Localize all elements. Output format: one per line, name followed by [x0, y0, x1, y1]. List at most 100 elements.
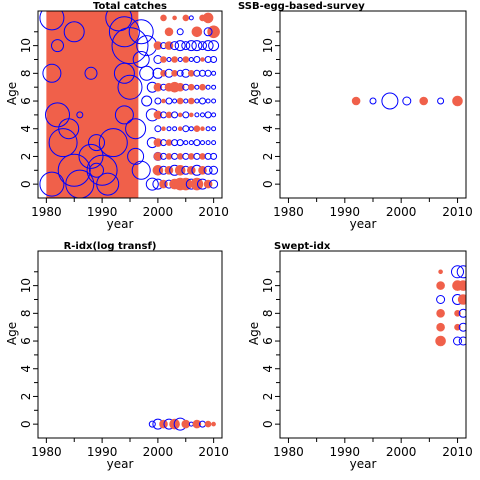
total-catches-title: Total catches: [93, 1, 167, 12]
ssb-survey-y-axis: 0 2 4 6 8 10: [261, 31, 280, 188]
negative-residual-bubble: [171, 56, 178, 63]
positive-residual-bubble: [39, 11, 65, 31]
positive-residual-bubble: [211, 140, 217, 146]
positive-residual-bubble: [209, 179, 219, 189]
positive-residual-bubble: [458, 308, 466, 318]
y-tick-label: 10: [261, 38, 275, 53]
negative-residual-bubble: [190, 177, 204, 191]
swept-idx-bubbles: [435, 265, 466, 347]
positive-residual-bubble: [202, 40, 214, 52]
negative-residual-bubble: [191, 26, 203, 38]
y-tick-label: 0: [19, 180, 33, 188]
positive-residual-bubble: [210, 152, 218, 160]
positive-residual-bubble: [191, 40, 203, 52]
positive-residual-bubble: [176, 28, 184, 36]
positive-residual-bubble: [165, 97, 173, 105]
positive-residual-bubble: [98, 128, 128, 158]
positive-residual-bubble: [113, 62, 135, 84]
positive-residual-bubble: [453, 336, 462, 346]
ssb-survey-bubbles: [351, 92, 463, 110]
negative-residual-bubble: [199, 83, 206, 91]
positive-residual-bubble: [199, 97, 206, 105]
total-catches-y-label: Age: [5, 82, 19, 105]
positive-residual-bubble: [141, 95, 153, 107]
positive-residual-bubble: [205, 84, 211, 90]
x-tick-label: 1980: [273, 445, 304, 459]
positive-residual-bubble: [193, 139, 201, 147]
total-catches-y-axis: 0 2 4 6 8 10: [19, 31, 38, 188]
y-tick-label: 2: [19, 393, 33, 401]
positive-residual-bubble: [51, 39, 64, 53]
positive-residual-bubble: [108, 16, 140, 48]
positive-residual-bubble: [170, 41, 180, 51]
swept-idx-x-axis: 1980 1990 2000 2010: [273, 438, 473, 459]
x-tick-label: 1990: [87, 445, 118, 459]
x-tick-label: 2010: [442, 205, 473, 219]
positive-residual-bubble: [57, 153, 91, 187]
negative-residual-bubble: [172, 15, 177, 21]
negative-residual-bubble: [177, 112, 183, 118]
negative-residual-bubble: [351, 96, 361, 106]
positive-residual-bubble: [42, 63, 62, 83]
positive-residual-bubble: [183, 140, 189, 146]
y-tick-label: 2: [261, 393, 275, 401]
positive-residual-bubble: [211, 98, 217, 104]
swept-idx-x-label: year: [350, 457, 377, 471]
y-tick-label: 10: [261, 278, 275, 293]
ssb-survey-y-label: Age: [247, 82, 261, 105]
x-tick-label: 2010: [198, 205, 229, 219]
negative-residual-bubble: [435, 335, 446, 347]
positive-residual-bubble: [145, 177, 159, 191]
y-tick-label: 6: [19, 337, 33, 345]
swept-idx-y-label: Age: [247, 322, 261, 345]
positive-residual-bubble: [125, 118, 147, 140]
negative-residual-bubble: [182, 14, 190, 22]
positive-residual-bubble: [39, 171, 65, 197]
positive-residual-bubble: [166, 126, 172, 132]
y-tick-label: 4: [19, 365, 33, 373]
negative-residual-bubble: [436, 308, 445, 318]
positive-residual-bubble: [369, 97, 377, 105]
negative-residual-bubble: [153, 110, 163, 120]
positive-residual-bubble: [200, 140, 205, 146]
y-tick-label: 6: [261, 97, 275, 105]
positive-residual-bubble: [128, 19, 154, 45]
x-tick-label: 1980: [273, 205, 304, 219]
negative-residual-bubble: [457, 294, 466, 305]
negative-residual-bubble: [192, 419, 202, 429]
r-idx-title: R-idx(log transf): [64, 241, 157, 252]
negative-residual-bubble: [188, 83, 195, 91]
x-tick-label: 1990: [330, 205, 361, 219]
positive-residual-bubble: [436, 295, 446, 304]
y-tick-label: 2: [19, 153, 33, 161]
positive-residual-bubble: [89, 162, 104, 178]
negative-residual-bubble: [457, 280, 466, 291]
positive-residual-bubble: [205, 140, 211, 146]
ssb-survey-title: SSB-egg-based-survey: [238, 1, 365, 12]
negative-residual-bubble: [160, 56, 167, 63]
positive-residual-bubble: [211, 112, 217, 118]
positive-residual-bubble: [182, 111, 190, 119]
x-tick-label: 2000: [386, 445, 417, 459]
positive-residual-bubble: [154, 97, 162, 105]
positive-residual-bubble: [194, 112, 200, 118]
negative-residual-bubble: [211, 421, 216, 427]
positive-residual-bubble: [148, 420, 156, 428]
positive-residual-bubble: [172, 98, 178, 104]
positive-residual-bubble: [131, 160, 151, 180]
x-tick-label: 2000: [143, 445, 174, 459]
negative-residual-bubble: [181, 419, 191, 429]
negative-residual-bubble: [176, 97, 184, 105]
total-catches-x-axis: 1980 1990 2000 2010: [31, 198, 229, 219]
positive-residual-bubble: [194, 84, 200, 90]
y-tick-label: 8: [261, 70, 275, 78]
positive-residual-bubble: [132, 51, 150, 68]
y-tick-label: 0: [19, 420, 33, 428]
x-tick-label: 2000: [143, 205, 174, 219]
positive-residual-bubble: [203, 27, 213, 37]
positive-residual-bubble: [437, 97, 445, 105]
positive-residual-bubble: [456, 265, 466, 279]
positive-residual-bubble: [181, 41, 191, 51]
negative-residual-bubble: [175, 82, 185, 92]
negative-residual-bubble: [438, 269, 443, 275]
